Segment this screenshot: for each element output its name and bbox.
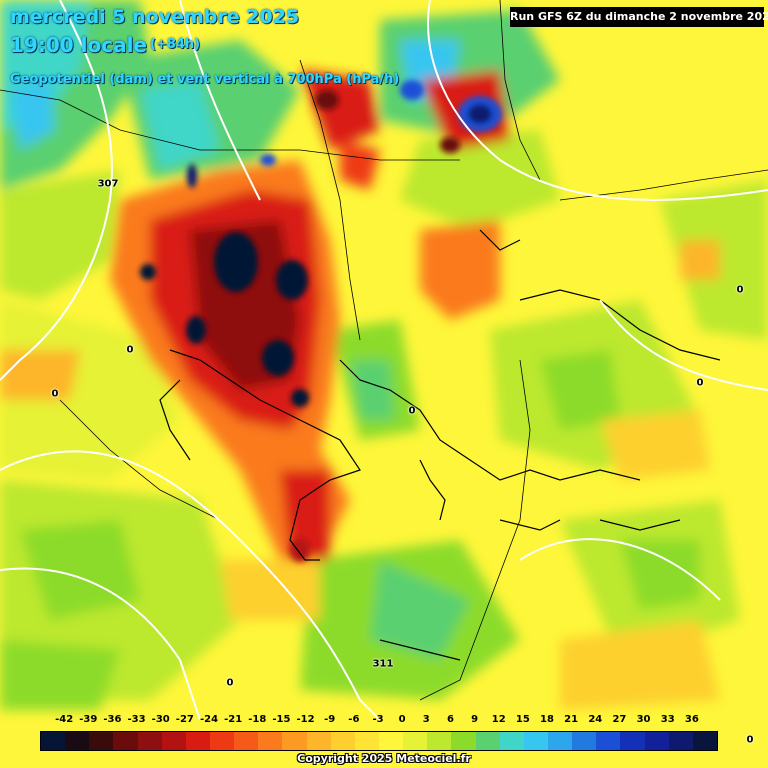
legend-swatch <box>258 732 283 750</box>
legend-tick-label: 0 <box>398 714 406 725</box>
strong-cells <box>140 80 502 562</box>
legend-swatch <box>475 732 500 750</box>
legend-tick-label: -18 <box>248 714 267 725</box>
contour-label: 0 <box>51 388 59 400</box>
legend-swatch <box>234 732 259 750</box>
legend-tick-label: -3 <box>372 714 384 725</box>
copyright-notice: Copyright 2025 Meteociel.fr <box>297 752 471 765</box>
legend-swatch <box>282 732 307 750</box>
legend-tick-label: -36 <box>103 714 122 725</box>
contour-label: 0 <box>696 377 704 389</box>
legend-tick-label: 6 <box>446 714 454 725</box>
legend-swatch <box>354 732 379 750</box>
legend-tick-label: 24 <box>588 714 603 725</box>
legend-swatch <box>692 732 717 750</box>
legend-tick-label: 18 <box>540 714 554 725</box>
color-scale-legend <box>40 731 718 751</box>
legend-swatch <box>161 732 186 750</box>
geopotential-contours <box>0 0 768 721</box>
legend-swatch <box>65 732 90 750</box>
legend-tick-label: -42 <box>55 714 74 725</box>
legend-swatch <box>306 732 331 750</box>
legend-tick-label: 3 <box>422 714 430 725</box>
coastlines <box>159 229 721 661</box>
legend-tick-label: 15 <box>515 714 530 725</box>
forecast-lead-time: (+84h) <box>150 37 201 52</box>
legend-swatch <box>403 732 428 750</box>
parameter-label: Geopotentiel (dam) et vent vertical à 70… <box>10 72 400 87</box>
legend-swatch <box>209 732 235 750</box>
contour-label: 0 <box>736 284 744 296</box>
model-run-label: Run GFS 6Z du dimanche 2 novembre 2025 <box>510 7 768 27</box>
contour-label: 0 <box>226 677 234 689</box>
legend-tick-label: -21 <box>224 714 243 725</box>
legend-tick-label: 36 <box>684 714 699 725</box>
legend-tick-label: -9 <box>324 714 336 725</box>
legend-swatch <box>451 732 476 750</box>
vertical-wind-field <box>0 0 768 710</box>
legend-swatch <box>620 732 645 750</box>
legend-swatch <box>113 732 138 750</box>
legend-swatch <box>427 732 452 750</box>
legend-tick-label: 21 <box>564 714 579 725</box>
legend-tick-label: 27 <box>612 714 627 725</box>
legend-swatch <box>89 732 114 750</box>
legend-tick-label: -12 <box>296 714 315 725</box>
legend-tick-label: -27 <box>175 714 194 725</box>
forecast-time: 19:00 locale <box>10 33 147 57</box>
legend-swatch <box>668 732 693 750</box>
legend-swatch <box>185 732 210 750</box>
contour-label: 311 <box>372 658 394 670</box>
legend-swatch <box>572 732 597 750</box>
contour-label: 0 <box>408 405 416 417</box>
legend-tick-label: -24 <box>199 714 219 725</box>
legend-swatch <box>644 732 669 750</box>
legend-swatch <box>137 732 162 750</box>
legend-swatch <box>378 732 404 750</box>
forecast-date: mercredi 5 novembre 2025 <box>10 6 300 28</box>
legend-swatch <box>41 732 66 750</box>
contour-label: 0 <box>746 734 754 746</box>
legend-tick-label: 9 <box>471 714 479 725</box>
legend-tick-label: 30 <box>636 714 651 725</box>
legend-swatch <box>523 732 548 750</box>
legend-tick-label: -33 <box>127 714 146 725</box>
legend-swatch <box>330 732 355 750</box>
legend-tick-label: -39 <box>79 714 98 725</box>
legend-tick-label: -30 <box>151 714 170 725</box>
legend-swatch <box>547 732 573 750</box>
legend-swatch <box>596 732 621 750</box>
contour-label: 0 <box>126 344 134 356</box>
legend-tick-label: 33 <box>660 714 675 725</box>
legend-tick-label: -6 <box>348 714 360 725</box>
contour-label: 307 <box>97 178 119 190</box>
country-borders <box>0 0 768 701</box>
legend-swatch <box>499 732 524 750</box>
legend-tick-label: 12 <box>491 714 506 725</box>
legend-tick-label: -15 <box>272 714 291 725</box>
